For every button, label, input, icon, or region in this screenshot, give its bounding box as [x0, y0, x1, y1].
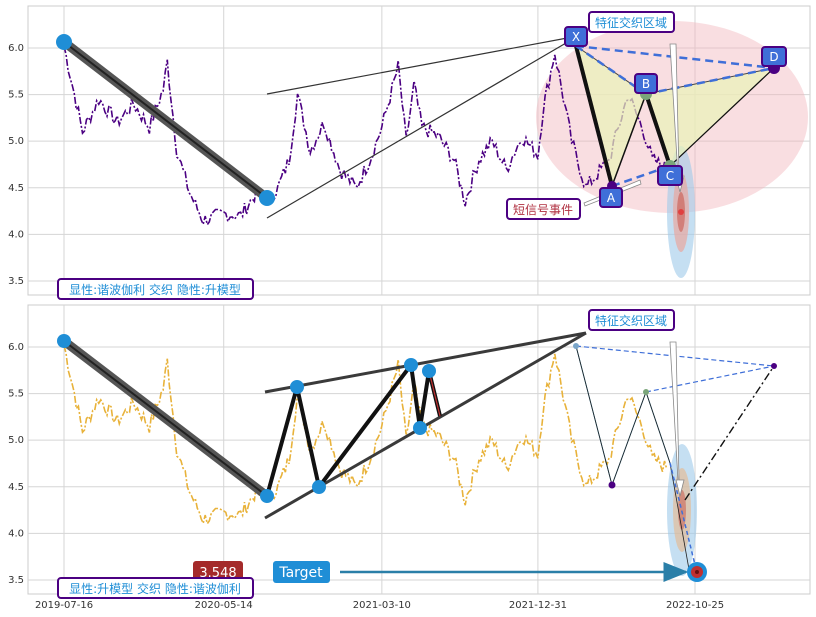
x-tick-label: 2021-12-31 — [509, 600, 567, 611]
y-tick-label: 6.0 — [8, 342, 24, 353]
short-signal-label: 短信号事件 — [506, 198, 581, 220]
xd-dashed — [575, 44, 775, 70]
top-price-series — [63, 46, 668, 227]
top-region-label-text: 特征交织区域 — [595, 15, 667, 30]
target-label: Target — [273, 561, 330, 583]
zig-point-4 — [312, 480, 326, 494]
top-down-trend-line-core — [63, 41, 268, 199]
bottom-point-x — [573, 343, 579, 349]
label-a: A — [599, 187, 623, 208]
top-info-box: 显性:谐波伽利 交织 隐性:升模型 — [57, 278, 254, 300]
ac-dashed — [611, 164, 671, 188]
y-tick-label: 5.5 — [8, 389, 24, 400]
top-wedge-upper — [266, 35, 579, 95]
signal-dot — [678, 209, 684, 215]
label-x: X — [564, 26, 588, 47]
bottom-price-series — [63, 345, 668, 526]
bottom-info-box: 显性:升模型 交织 隐性:谐波伽利 — [57, 577, 254, 599]
bottom-signal-ellipse-inner — [678, 490, 686, 530]
bottom-y-ticks: 3.5 4.0 4.5 5.0 5.5 6.0 — [8, 342, 24, 586]
bottom-zigzag-tail — [428, 370, 441, 417]
x-ticks: 2019-07-16 2020-05-14 2021-03-10 2021-12-31… — [35, 600, 724, 611]
x-tick-label: 2019-07-16 — [35, 600, 93, 611]
y-tick-label: 5.0 — [8, 136, 24, 147]
label-d: D — [761, 46, 787, 67]
x-tick-label: 2022-10-25 — [666, 600, 724, 611]
bottom-target-dashed — [669, 462, 698, 574]
y-tick-label: 3.5 — [8, 575, 24, 586]
top-wedge-lower — [266, 35, 579, 219]
top-end-point — [259, 190, 275, 206]
y-tick-label: 6.0 — [8, 43, 24, 54]
label-d-text: D — [769, 50, 778, 64]
y-tick-label: 3.5 — [8, 276, 24, 287]
top-start-point — [56, 34, 72, 50]
label-b-text: B — [642, 77, 650, 91]
label-b: B — [634, 73, 658, 94]
target-marker-dot — [695, 570, 699, 574]
target-label-text: Target — [278, 565, 323, 581]
ab-leg — [611, 93, 647, 187]
x-tick-label: 2020-05-14 — [195, 600, 253, 611]
bottom-point-a — [608, 481, 616, 489]
y-tick-label: 4.0 — [8, 229, 24, 240]
y-tick-label: 5.5 — [8, 90, 24, 101]
bottom-panel: 3.54.04.55.05.56.0 2019-07-16 2020-05-14 2… — [8, 304, 811, 611]
bottom-down-trend-line-core — [63, 340, 268, 497]
zig-point-1 — [57, 334, 71, 348]
bc-leg — [644, 93, 672, 167]
bottom-callout-arrow — [669, 341, 685, 497]
y-tick-label: 4.5 — [8, 183, 24, 194]
top-info-box-text: 显性:谐波伽利 交织 隐性:升模型 — [69, 282, 241, 297]
zig-point-2 — [260, 489, 274, 503]
bottom-point-b — [643, 389, 649, 395]
bottom-wedge-upper — [264, 331, 587, 394]
x-tick-label: 2021-03-10 — [353, 600, 411, 611]
label-c-text: C — [666, 169, 674, 183]
top-y-ticks: 3.5 4.0 4.5 5.0 5.5 6.0 — [8, 43, 24, 287]
y-tick-label: 4.0 — [8, 528, 24, 539]
top-panel: 3.5 4.0 4.5 5.0 5.5 6.0 X — [8, 5, 811, 300]
y-tick-label: 5.0 — [8, 435, 24, 446]
zig-point-5 — [404, 358, 418, 372]
label-a-text: A — [607, 191, 616, 205]
bottom-region-label-text: 特征交织区域 — [595, 313, 667, 328]
zig-point-7 — [422, 364, 436, 378]
xa-leg — [574, 45, 614, 187]
top-region-label: 特征交织区域 — [588, 11, 675, 33]
label-x-text: X — [572, 30, 580, 44]
bottom-info-box-text: 显性:升模型 交织 隐性:谐波伽利 — [69, 581, 241, 596]
zig-point-6 — [413, 421, 427, 435]
bd-dashed — [645, 66, 775, 96]
label-c: C — [657, 165, 683, 186]
short-signal-label-text: 短信号事件 — [513, 203, 573, 217]
cd-leg — [669, 67, 775, 167]
bottom-region-label: 特征交织区域 — [588, 309, 675, 331]
bottom-projection-dashdot — [684, 365, 775, 501]
y-tick-label: 4.5 — [8, 482, 24, 493]
bottom-point-d — [771, 363, 777, 369]
bottom-bd-dashed — [645, 365, 775, 393]
zig-point-3 — [290, 380, 304, 394]
